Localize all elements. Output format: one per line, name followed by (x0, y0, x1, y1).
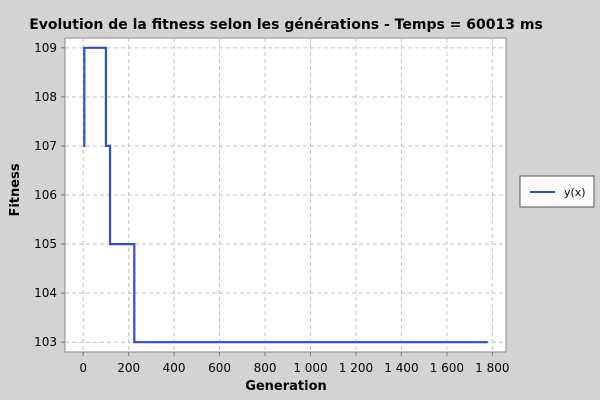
series-layer (83, 46, 488, 344)
y-tick-label: 108 (34, 90, 57, 104)
x-tick-label: 1 400 (384, 361, 418, 375)
x-axis-ticks: 0 200 400 600 800 1 000 1 200 1 400 1 600 1 800 (79, 352, 510, 375)
x-tick-label: 600 (208, 361, 231, 375)
x-tick-label: 0 (79, 361, 87, 375)
x-tick-label: 400 (163, 361, 186, 375)
y-axis-label: Fitness (8, 163, 23, 216)
x-tick-label: 1 600 (430, 361, 464, 375)
series-line-y-x (83, 46, 488, 344)
x-tick-label: 1 200 (339, 361, 373, 375)
x-tick-label: 800 (254, 361, 277, 375)
x-tick-label: 200 (117, 361, 140, 375)
chart-title: Evolution de la fitness selon les généra… (29, 17, 543, 33)
y-tick-label: 107 (34, 139, 57, 153)
y-tick-label: 109 (34, 41, 57, 55)
legend: y(x) (519, 175, 595, 208)
y-tick-label: 106 (34, 188, 57, 202)
x-axis-label: Generation (245, 379, 327, 394)
y-tick-label: 104 (34, 286, 57, 300)
x-tick-label: 1 000 (293, 361, 327, 375)
y-tick-label: 103 (34, 335, 57, 349)
legend-label: y(x) (564, 186, 586, 199)
y-tick-label: 105 (34, 237, 57, 251)
x-tick-label: 1 800 (475, 361, 509, 375)
y-axis-ticks: 103 104 105 106 107 108 109 (34, 41, 65, 349)
grid-lines (65, 38, 506, 352)
